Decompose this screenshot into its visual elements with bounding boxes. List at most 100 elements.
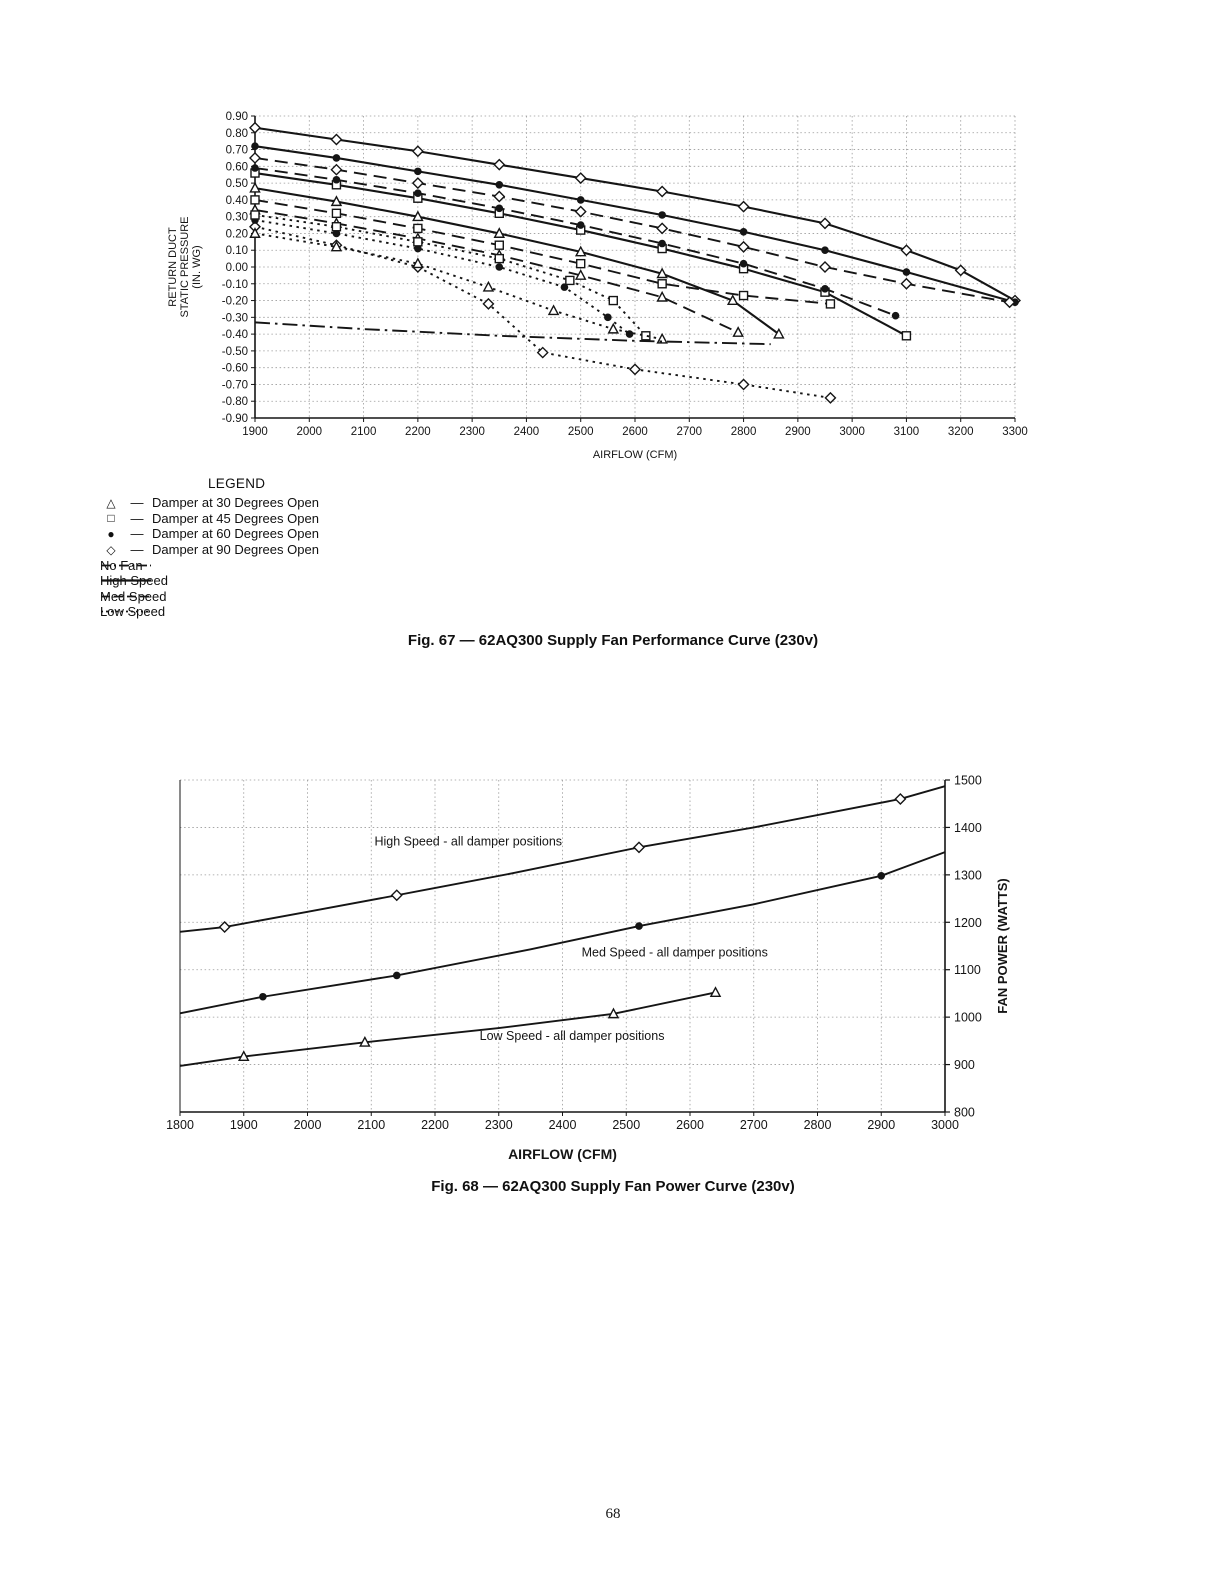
series-line <box>254 232 663 341</box>
marker-triangle <box>547 304 560 316</box>
marker-square <box>413 223 423 234</box>
y-tick-label: 0.40 <box>226 195 248 207</box>
fig67-caption: Fig. 67 — 62AQ300 Supply Fan Performance… <box>407 632 819 649</box>
x-tick-label: 1800 <box>166 1118 194 1132</box>
marker-square <box>565 275 575 286</box>
series-high-speed-all-damper-positions <box>179 785 946 934</box>
marker-triangle <box>330 195 343 207</box>
marker-diamond <box>390 889 403 902</box>
marker-square <box>608 295 618 306</box>
marker-square <box>494 253 504 264</box>
diamond-marker-symbol: ◇ <box>106 542 116 557</box>
x-tick-label: 2400 <box>549 1118 577 1132</box>
legend-marker-item: ◇ — Damper at 90 Degrees Open <box>100 542 319 558</box>
legend-label: Damper at 45 Degrees Open <box>152 510 319 526</box>
marker-triangle <box>607 1007 620 1019</box>
marker-triangle <box>249 227 261 238</box>
legend-line-item: Low Speed <box>100 604 319 620</box>
y-tick-label: -0.90 <box>222 413 248 425</box>
legend-dash-separator: — <box>130 526 144 542</box>
square-marker-symbol: □ <box>107 511 115 526</box>
series-high-speed-damper-30-open <box>249 181 785 339</box>
marker-diamond <box>629 363 641 376</box>
legend-label: Damper at 90 Degrees Open <box>152 542 319 558</box>
series-low-speed-damper-30-open <box>249 227 668 344</box>
annotation-label: High Speed - all damper positions <box>374 834 562 848</box>
line-sample-dashdot <box>101 564 151 567</box>
marker-triangle <box>656 332 668 344</box>
page-number: 68 <box>605 1506 621 1522</box>
line-sample-solid <box>101 579 151 582</box>
marker-diamond <box>900 277 913 290</box>
series-med-speed-damper-30-open <box>249 203 744 337</box>
y-tick-label: 1200 <box>954 916 982 930</box>
marker-circle <box>576 196 585 204</box>
x-tick-label: 3200 <box>948 426 974 438</box>
legend: LEGEND △ — Damper at 30 Degrees Open □ — Damp… <box>100 476 319 620</box>
series-line <box>254 167 896 317</box>
marker-triangle <box>359 1035 371 1047</box>
marker-triangle <box>607 322 620 334</box>
marker-diamond <box>536 346 549 359</box>
marker-diamond <box>633 841 645 854</box>
series-low-speed-damper-45-open <box>250 210 651 341</box>
marker-diamond <box>900 244 913 257</box>
line-sample-longdash <box>101 595 151 598</box>
legend-marker-item: ● — Damper at 60 Degrees Open <box>100 526 319 542</box>
y-tick-label: 0.70 <box>226 145 248 157</box>
x-tick-label: 2900 <box>785 426 811 438</box>
line-sample-dotted <box>101 611 151 613</box>
series-med-speed-damper-45-open <box>250 195 836 309</box>
marker-diamond <box>218 921 231 934</box>
marker-diamond <box>411 145 424 158</box>
marker-triangle <box>412 257 424 269</box>
legend-line-item: Med Speed <box>100 589 319 605</box>
marker-triangle <box>574 269 587 280</box>
annotation-label: Low Speed - all damper positions <box>480 1029 665 1043</box>
marker-triangle <box>656 267 668 279</box>
x-tick-label: 2900 <box>867 1118 895 1132</box>
legend-label: Damper at 30 Degrees Open <box>152 495 319 511</box>
x-tick-label: 2500 <box>612 1118 640 1132</box>
marker-diamond <box>330 133 343 146</box>
x-tick-label: 2800 <box>731 426 757 438</box>
series-line <box>254 157 1010 304</box>
x-tick-label: 3300 <box>1002 426 1028 438</box>
marker-diamond <box>330 163 343 176</box>
marker-triangle <box>482 280 495 292</box>
marker-triangle <box>330 240 343 252</box>
fan-power-chart: 1800 1900 2000 2100 2200 2300 2400 2500 2600 2700… <box>166 774 1010 1163</box>
x-tick-label: 2000 <box>296 426 322 438</box>
marker-diamond <box>737 200 750 213</box>
series-line <box>179 991 716 1067</box>
marker-square <box>901 331 912 341</box>
marker-diamond <box>411 177 424 190</box>
x-axis-title: AIRFLOW (CFM) <box>508 1146 617 1162</box>
marker-circle <box>891 311 900 320</box>
annotation-label: Med Speed - all damper positions <box>582 945 768 959</box>
y-tick-label: -0.20 <box>222 296 248 308</box>
x-tick-label: 2800 <box>804 1118 832 1132</box>
legend-dash-separator: — <box>130 510 144 526</box>
legend-label: Damper at 60 Degrees Open <box>152 526 319 542</box>
x-tick-label: 2300 <box>485 1118 513 1132</box>
y-tick-label: 0.10 <box>226 245 248 257</box>
marker-diamond <box>249 121 261 134</box>
marker-diamond <box>1003 296 1016 309</box>
marker-diamond <box>656 222 669 235</box>
x-tick-label: 2000 <box>294 1118 322 1132</box>
marker-triangle <box>656 290 668 302</box>
marker-diamond <box>493 190 506 203</box>
x-tick-label: 2700 <box>740 1118 768 1132</box>
x-tick-label: 2200 <box>405 426 431 438</box>
marker-circle <box>414 167 422 176</box>
x-tick-label: 3000 <box>839 426 865 438</box>
marker-square <box>331 222 342 232</box>
series-line <box>254 145 1016 304</box>
marker-triangle <box>574 245 587 257</box>
marker-circle <box>414 189 422 197</box>
series-line <box>254 198 831 305</box>
legend-line-item: High Speed <box>100 573 319 589</box>
marker-circle <box>739 227 748 236</box>
